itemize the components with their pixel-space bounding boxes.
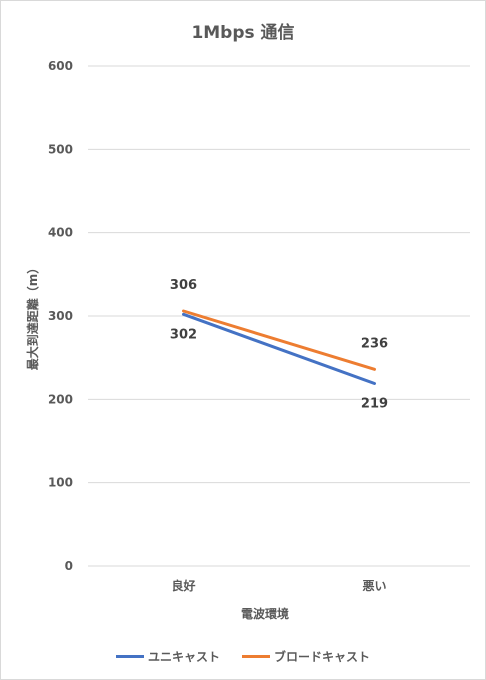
legend-item-broadcast: ブロードキャスト bbox=[242, 648, 370, 665]
legend-swatch-unicast bbox=[115, 655, 144, 658]
data-label-1-0: 306 bbox=[170, 278, 197, 293]
series-line-0 bbox=[182, 312, 376, 385]
y-tick-400: 400 bbox=[48, 226, 73, 240]
legend-item-unicast: ユニキャスト bbox=[115, 648, 220, 665]
chart-plot: 0 100 200 300 400 500 600 良好 悪い 302 219 306 236 電波… bbox=[25, 59, 470, 621]
legend-label-unicast: ユニキャスト bbox=[147, 650, 220, 664]
x-axis-title: 電波環境 bbox=[241, 606, 289, 621]
y-tick-600: 600 bbox=[48, 59, 73, 73]
x-tick-0: 良好 bbox=[171, 578, 195, 593]
data-label-0-1: 219 bbox=[361, 397, 388, 412]
y-axis-title: 最大到達距離（m） bbox=[25, 262, 40, 371]
chart-title: 1Mbps 通信 bbox=[191, 23, 295, 43]
data-label-0-0: 302 bbox=[170, 327, 197, 342]
y-tick-300: 300 bbox=[48, 309, 73, 323]
y-tick-500: 500 bbox=[48, 142, 73, 156]
legend-label-broadcast: ブロードキャスト bbox=[274, 650, 371, 664]
y-tick-100: 100 bbox=[48, 476, 73, 490]
legend-swatch-broadcast bbox=[242, 655, 270, 658]
y-tick-200: 200 bbox=[48, 392, 73, 406]
legend: ユニキャスト ブロードキャスト bbox=[0, 648, 486, 665]
series-line-1 bbox=[182, 309, 376, 371]
y-tick-0: 0 bbox=[65, 559, 73, 573]
data-label-1-1: 236 bbox=[361, 336, 388, 351]
x-tick-1: 悪い bbox=[362, 579, 386, 593]
